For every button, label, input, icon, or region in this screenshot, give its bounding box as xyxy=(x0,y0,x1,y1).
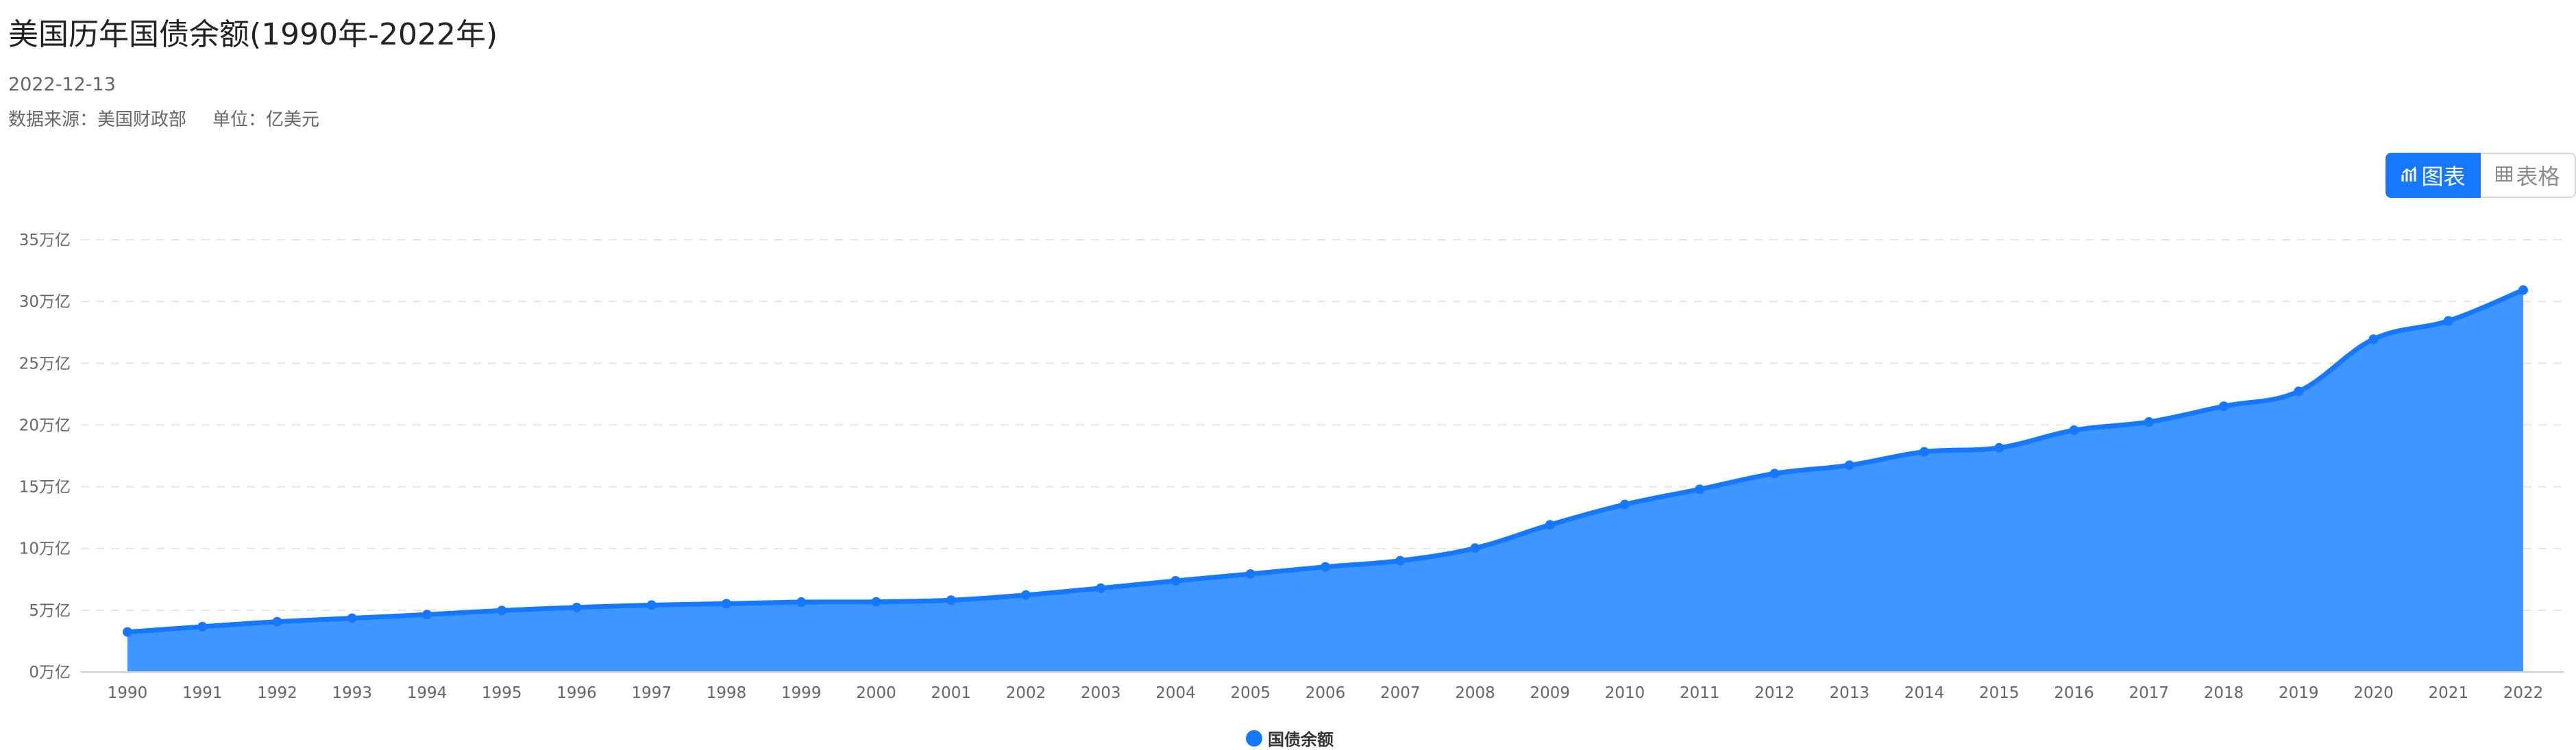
x-tick-label: 2003 xyxy=(1081,684,1121,702)
y-tick-label: 30万亿 xyxy=(19,293,71,311)
data-point xyxy=(572,602,582,612)
x-tick-label: 1992 xyxy=(257,684,297,702)
data-point xyxy=(871,597,881,607)
x-tick-label: 2021 xyxy=(2428,684,2468,702)
x-tick-label: 2001 xyxy=(931,684,971,702)
x-tick-label: 1999 xyxy=(781,684,822,702)
x-tick-label: 2013 xyxy=(1829,684,1869,702)
x-tick-label: 2011 xyxy=(1680,684,1720,702)
x-tick-label: 2005 xyxy=(1230,684,1271,702)
x-tick-label: 2004 xyxy=(1155,684,1196,702)
legend[interactable]: 国债余额 xyxy=(1246,726,1334,750)
x-tick-label: 2002 xyxy=(1006,684,1046,702)
data-point xyxy=(1919,447,1929,457)
data-point xyxy=(2294,386,2304,397)
data-point xyxy=(1994,442,2004,453)
data-point xyxy=(1395,555,1406,566)
data-point xyxy=(2069,425,2079,436)
table-view-button[interactable]: 表格 xyxy=(2481,153,2576,198)
x-tick-label: 2022 xyxy=(2503,684,2544,702)
data-unit: 单位：亿美元 xyxy=(212,110,320,130)
chart-view-label: 图表 xyxy=(2421,164,2466,190)
x-tick-label: 2014 xyxy=(1904,684,1945,702)
y-tick-label: 10万亿 xyxy=(19,540,71,558)
x-tick-label: 1990 xyxy=(108,684,148,702)
x-tick-label: 2010 xyxy=(1605,684,1645,702)
x-tick-label: 2020 xyxy=(2353,684,2394,702)
x-tick-label: 1996 xyxy=(556,684,597,702)
data-point xyxy=(422,610,432,620)
x-tick-label: 2012 xyxy=(1754,684,1795,702)
y-tick-label: 35万亿 xyxy=(19,232,71,249)
x-tick-label: 1993 xyxy=(332,684,372,702)
x-tick-label: 1994 xyxy=(407,684,447,702)
y-tick-label: 15万亿 xyxy=(19,479,71,497)
x-tick-label: 2000 xyxy=(856,684,896,702)
x-tick-label: 2016 xyxy=(2054,684,2094,702)
data-points xyxy=(123,285,2528,637)
series-area-fill xyxy=(127,290,2523,673)
data-point xyxy=(497,605,507,616)
bar-chart-icon xyxy=(2401,165,2418,186)
x-tick-label: 2018 xyxy=(2204,684,2244,702)
data-point xyxy=(272,616,282,627)
data-source: 数据来源：美国财政部 xyxy=(8,110,187,130)
data-point xyxy=(1096,583,1106,593)
data-point xyxy=(946,595,956,605)
data-point xyxy=(2368,334,2379,345)
tick-labels: 0万亿 5万亿 10万亿 15万亿 20万亿 25万亿 30万亿 35万亿 1990 1991 19… xyxy=(19,232,2544,702)
legend-marker xyxy=(1246,729,1262,747)
x-tick-label: 2006 xyxy=(1305,684,1346,702)
data-point xyxy=(1470,543,1480,553)
x-tick-label: 2009 xyxy=(1530,684,1570,702)
data-point xyxy=(1321,562,1330,572)
x-tick-label: 1998 xyxy=(707,684,747,702)
legend-label: 国债余额 xyxy=(1268,730,1334,749)
data-point xyxy=(1844,460,1854,471)
data-point xyxy=(2443,316,2453,326)
source-and-unit: 数据来源：美国财政部 单位：亿美元 xyxy=(8,105,319,131)
x-tick-label: 2007 xyxy=(1380,684,1421,702)
y-tick-label: 25万亿 xyxy=(19,355,71,373)
publish-date: 2022-12-13 xyxy=(8,74,116,95)
data-point xyxy=(1545,520,1555,530)
data-point xyxy=(123,627,132,637)
y-tick-label: 5万亿 xyxy=(29,602,71,620)
x-tick-label: 2008 xyxy=(1455,684,1495,702)
x-tick-label: 1997 xyxy=(631,684,672,702)
data-point xyxy=(2518,285,2528,295)
data-point xyxy=(1021,590,1031,600)
data-point xyxy=(347,613,357,623)
x-tick-label: 1991 xyxy=(182,684,223,702)
x-tick-label: 1995 xyxy=(482,684,522,702)
data-point xyxy=(1769,468,1780,479)
table-view-label: 表格 xyxy=(2516,164,2560,190)
page-title: 美国历年国债余额(1990年-2022年) xyxy=(8,17,498,52)
x-tick-label: 2019 xyxy=(2279,684,2319,702)
data-point xyxy=(2219,401,2229,412)
x-tick-label: 2015 xyxy=(1979,684,2020,702)
series-area xyxy=(127,288,2525,673)
grid-table-icon xyxy=(2495,165,2513,186)
data-point xyxy=(197,621,208,632)
y-tick-label: 20万亿 xyxy=(19,416,71,434)
y-tick-label: 0万亿 xyxy=(29,664,71,682)
view-toggle: 图表 表格 xyxy=(2385,153,2576,198)
chart-view-button[interactable]: 图表 xyxy=(2385,153,2481,198)
data-point xyxy=(722,599,731,609)
x-tick-label: 2017 xyxy=(2129,684,2169,702)
data-point xyxy=(796,597,807,608)
data-point xyxy=(646,600,657,610)
data-point xyxy=(1245,568,1255,579)
data-point xyxy=(1620,499,1630,510)
data-point xyxy=(1170,575,1181,586)
data-point xyxy=(1695,484,1705,495)
data-point xyxy=(2144,417,2154,427)
